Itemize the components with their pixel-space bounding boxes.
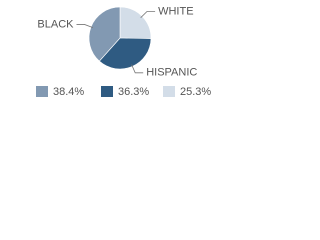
legend-label: 36.3% [118, 86, 149, 98]
leader-line [131, 64, 144, 74]
slice-label: WHITE [158, 5, 193, 17]
leader-line [140, 10, 156, 18]
slice-label: HISPANIC [146, 67, 197, 79]
legend-swatch [163, 86, 175, 97]
legend-swatch [101, 86, 113, 97]
chart: WHITE HISPANIC BLACK 38.4% 36.3% 25.3% [36, 5, 211, 98]
legend-label: 25.3% [180, 86, 211, 98]
slice-label: BLACK [37, 18, 74, 30]
leader-line [76, 24, 94, 29]
legend-swatch [36, 86, 48, 97]
legend-label: 38.4% [53, 86, 84, 98]
